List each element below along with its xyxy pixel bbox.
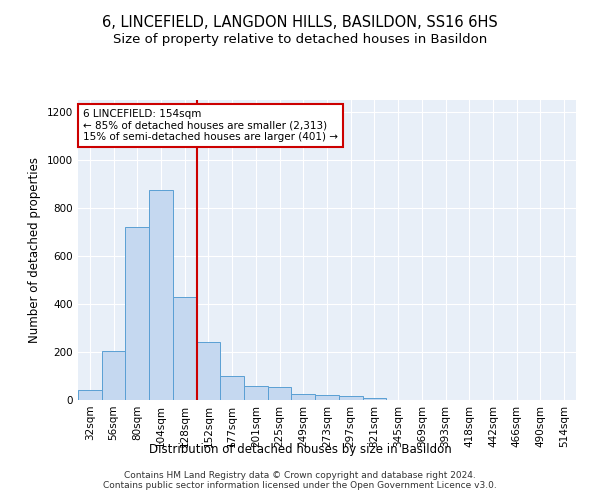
Bar [292,394,315,400]
Bar [268,387,292,400]
Bar [315,395,339,400]
Bar [78,390,102,400]
Bar [362,398,386,400]
Bar [339,396,362,400]
Y-axis label: Number of detached properties: Number of detached properties [28,157,41,343]
Text: Size of property relative to detached houses in Basildon: Size of property relative to detached ho… [113,32,487,46]
Text: Contains HM Land Registry data © Crown copyright and database right 2024.
Contai: Contains HM Land Registry data © Crown c… [103,470,497,490]
Bar [220,376,244,400]
Bar [125,227,149,400]
Bar [102,351,125,400]
Text: 6, LINCEFIELD, LANGDON HILLS, BASILDON, SS16 6HS: 6, LINCEFIELD, LANGDON HILLS, BASILDON, … [102,15,498,30]
Bar [197,342,220,400]
Bar [244,386,268,400]
Bar [173,297,197,400]
Text: 6 LINCEFIELD: 154sqm
← 85% of detached houses are smaller (2,313)
15% of semi-de: 6 LINCEFIELD: 154sqm ← 85% of detached h… [83,109,338,142]
Bar [149,190,173,400]
Text: Distribution of detached houses by size in Basildon: Distribution of detached houses by size … [149,442,451,456]
